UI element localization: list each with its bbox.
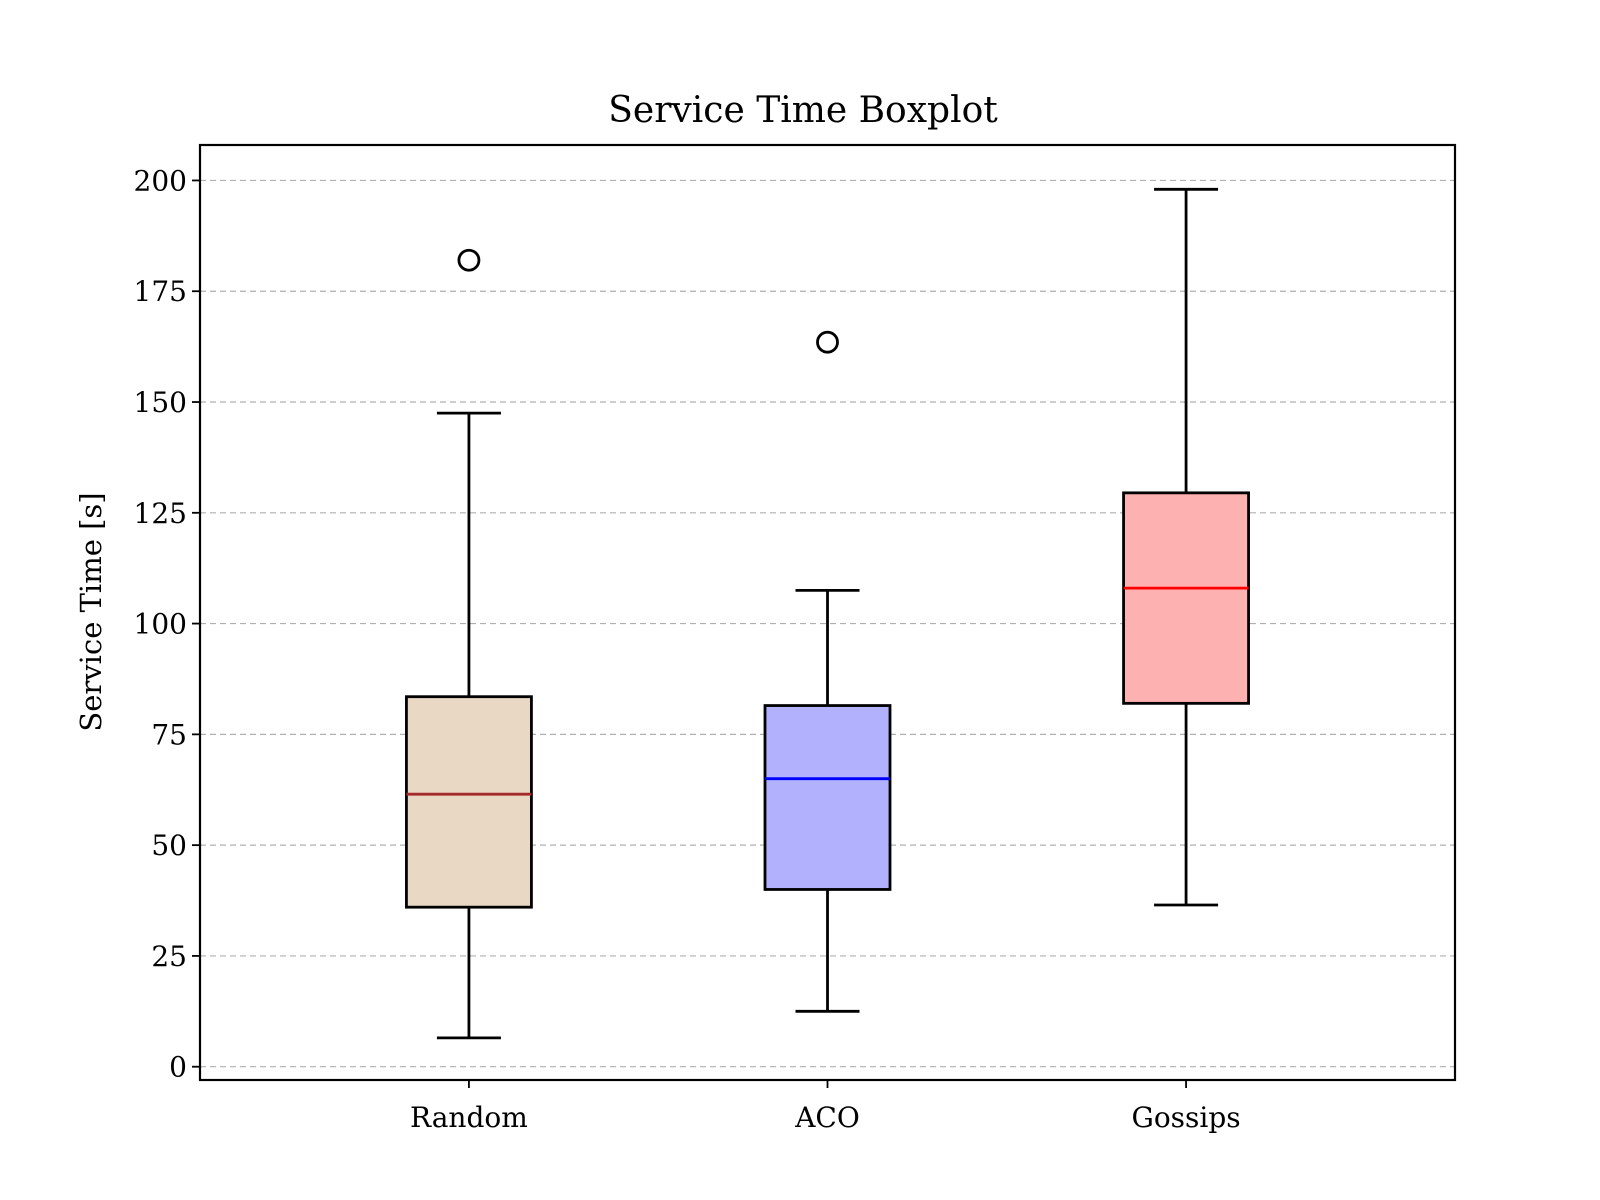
- y-tick-label-25: 25: [151, 940, 187, 973]
- y-axis: 0 25 50 75 100 125 150 175 200: [134, 164, 200, 1084]
- box-group-gossips: [1122, 187, 1250, 907]
- chart-title: Service Time Boxplot: [608, 90, 998, 131]
- outlier-random-0: [457, 248, 481, 272]
- y-tick-label-100: 100: [134, 608, 187, 641]
- box-random: [405, 695, 533, 909]
- box-group-aco: [763, 330, 892, 1013]
- y-tick-label-150: 150: [134, 386, 187, 419]
- x-tick-label-random: Random: [410, 1101, 528, 1134]
- y-tick-label-0: 0: [169, 1051, 187, 1084]
- x-tick-label-aco: ACO: [794, 1101, 860, 1134]
- x-tick-label-gossips: Gossips: [1131, 1101, 1240, 1134]
- plot-area: [405, 187, 1250, 1040]
- y-tick-label-125: 125: [134, 497, 187, 530]
- outlier-aco-0: [816, 330, 839, 354]
- y-axis-label: Service Time [s]: [74, 492, 108, 731]
- y-tick-label-50: 50: [151, 829, 187, 862]
- box-aco: [763, 704, 892, 891]
- y-tick-label-175: 175: [134, 275, 187, 308]
- box-gossips: [1122, 491, 1250, 705]
- y-tick-label-200: 200: [134, 164, 187, 197]
- x-axis: Random ACO Gossips: [410, 1080, 1241, 1134]
- box-group-random: [405, 248, 533, 1040]
- y-tick-label-75: 75: [151, 718, 187, 751]
